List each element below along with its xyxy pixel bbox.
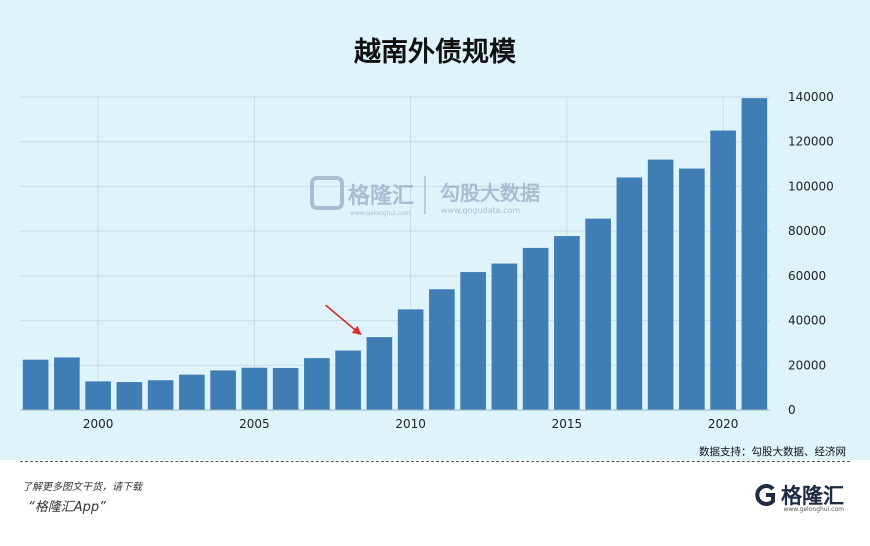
brand-logo-icon: [753, 483, 777, 507]
bar-2003: [179, 375, 205, 410]
brand-logo: 格隆汇 www.gelonghui.com: [753, 480, 844, 510]
bar-2001: [117, 382, 143, 410]
bar-2000: [85, 381, 111, 410]
bar-2018: [648, 160, 674, 410]
brand-logo-domain: www.gelonghui.com: [783, 506, 844, 513]
bar-2007: [304, 358, 330, 410]
bar-2020: [710, 131, 736, 410]
watermark-right: 勾股大数据: [440, 181, 540, 205]
watermark-right-domain: www.gogudata.com: [441, 206, 520, 215]
bar-chart: 格隆汇 www.gelonghui.com 勾股大数据 www.gogudata…: [0, 0, 870, 460]
y-tick-label: 100000: [788, 179, 834, 193]
bar-2016: [585, 219, 611, 410]
chart-source: 数据支持：勾股大数据、经济网: [699, 444, 846, 459]
y-tick-label: 40000: [788, 314, 826, 328]
bar-2004: [210, 370, 236, 410]
annotation-arrow: [326, 305, 357, 331]
bar-2002: [148, 380, 174, 410]
bar-2010: [398, 309, 424, 410]
y-tick-label: 120000: [788, 135, 834, 149]
bars: [23, 98, 767, 410]
watermark-left-domain: www.gelonghui.com: [350, 210, 411, 217]
y-tick-label: 80000: [788, 224, 826, 238]
watermark-logo-icon: [312, 178, 342, 208]
watermark-left: 格隆汇: [348, 183, 414, 209]
bar-2013: [492, 264, 518, 410]
bar-2009: [367, 337, 393, 410]
bar-2021: [742, 98, 768, 410]
footer-app-name: “格隆汇App”: [28, 496, 106, 515]
x-tick-label: 2000: [83, 417, 114, 431]
bar-2017: [617, 177, 643, 410]
bar-1999: [54, 357, 80, 410]
bar-2006: [273, 368, 299, 410]
bar-2015: [554, 236, 580, 410]
x-tick-label: 2015: [552, 417, 583, 431]
bar-2011: [429, 289, 455, 410]
x-tick-label: 2010: [395, 417, 426, 431]
annotation-arrow-head: [352, 326, 362, 335]
bar-2008: [335, 351, 361, 410]
y-tick-label: 60000: [788, 269, 826, 283]
footer-divider: [20, 461, 850, 462]
watermark: 格隆汇 www.gelonghui.com 勾股大数据 www.gogudata…: [312, 176, 540, 217]
bar-2019: [679, 169, 705, 410]
x-tick-label: 2020: [708, 417, 739, 431]
bar-2005: [242, 368, 268, 410]
footer-promo-line: 了解更多图文干货，请下载: [22, 478, 142, 493]
bar-2014: [523, 248, 549, 410]
bar-1998: [23, 360, 49, 410]
y-tick-label: 0: [788, 403, 796, 417]
bar-2012: [460, 272, 486, 410]
y-tick-label: 140000: [788, 90, 834, 104]
y-tick-label: 20000: [788, 358, 826, 372]
x-tick-label: 2005: [239, 417, 270, 431]
